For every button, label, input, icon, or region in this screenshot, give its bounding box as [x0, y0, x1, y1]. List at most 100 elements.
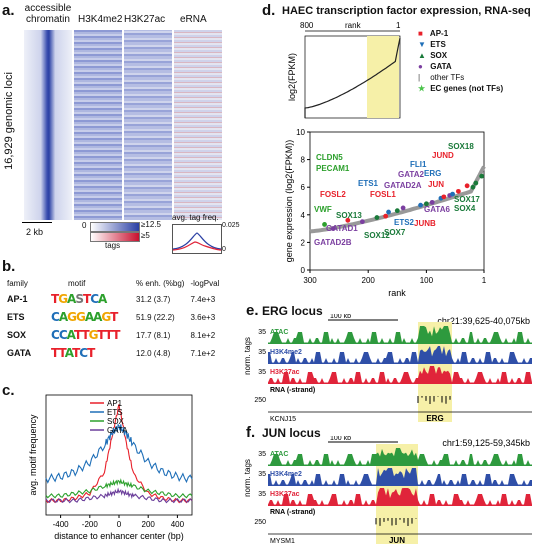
- heatmap-h3k27ac: [124, 30, 172, 220]
- gene-label: FOSL1: [370, 190, 396, 199]
- track-atac: [268, 326, 532, 344]
- motif-logo: TTATCT: [51, 346, 95, 360]
- gene-name: JUN: [389, 536, 405, 544]
- overview-left: 800: [300, 21, 314, 30]
- track-h3k27ac: [268, 366, 532, 384]
- legend-label: SOX: [428, 51, 448, 60]
- motif-enrichment: 12.0 (4.8): [136, 348, 171, 358]
- gene-label: FLI1: [410, 160, 427, 169]
- gene-label: GATAD2B: [314, 238, 352, 247]
- motif-row: GATA TTATCT 12.0 (4.8) 7.1e+2: [4, 344, 222, 362]
- legend-label: ETS: [428, 40, 446, 49]
- header-motif: motif: [68, 278, 86, 288]
- other-tfs-curve: [309, 165, 486, 234]
- point-vwf: [322, 222, 327, 227]
- expression-legend: ■ AP-1 ▼ ETS ▲ SOX ● GATA | other TFs ★ EC ge…: [418, 28, 536, 94]
- avg-tag-box: [172, 224, 222, 254]
- y-axis-label: avg. motif frequency: [28, 414, 38, 496]
- gene-label: GATAD2A: [384, 181, 422, 190]
- triangle-down-icon: ▼: [418, 40, 426, 49]
- y-tick-label: 2: [301, 238, 306, 247]
- legend-item: ▲ SOX: [418, 50, 536, 61]
- panel-a-label: a.: [2, 2, 15, 19]
- track-max: 35: [258, 349, 266, 356]
- legend-item: ● GATA: [418, 61, 536, 72]
- rna-max: 250: [254, 397, 266, 404]
- locus-scale-label: 100 kb: [330, 314, 351, 320]
- square-icon: ■: [418, 29, 423, 38]
- gene-label: CLDN5: [316, 153, 343, 162]
- track-label: ATAC: [270, 329, 288, 336]
- track-max: 35: [258, 471, 266, 478]
- gene-label: SOX4: [454, 204, 476, 213]
- triangle-up-icon: ▲: [418, 51, 426, 60]
- expression-overview-chart: 800 rank 1 log2(FPKM): [287, 21, 401, 119]
- motif-enrichment: 51.9 (22.2): [136, 312, 175, 322]
- col-h3k4me2: H3K4me2: [78, 14, 123, 25]
- avg-tag-min: 0: [222, 246, 226, 253]
- panel-f-label: f.: [246, 424, 256, 441]
- jun-locus-browser: chr1:59,125-59,345kb 100 kb norm. tags 35 AT…: [243, 436, 532, 544]
- track-atac: [268, 448, 532, 466]
- motif-family: AP-1: [7, 294, 28, 304]
- locus-scale-label: 100 kb: [330, 436, 351, 442]
- x-tick-label: -400: [53, 520, 70, 529]
- motif-pval: 3.6e+3: [190, 312, 216, 322]
- gene-label: ETS1: [358, 179, 379, 188]
- bar-icon: |: [418, 73, 421, 82]
- motif-logo: CCATTGTTT: [51, 328, 120, 342]
- point-sox18: [479, 173, 485, 179]
- gene-label: GATA2: [398, 170, 424, 179]
- x-tick-label: 0: [117, 520, 122, 529]
- point-sox7: [423, 201, 429, 207]
- x-tick-label: 200: [362, 276, 376, 285]
- panel-e-label: e.: [246, 302, 259, 319]
- panel-d-title: HAEC transcription factor expression, RN…: [282, 5, 531, 17]
- motif-table: family motif % enh. (%bg) -logPval AP-1 T…: [4, 276, 222, 362]
- color-legend-blue: [90, 222, 140, 232]
- point-jund: [464, 183, 470, 189]
- y-tick-label: 8: [301, 156, 306, 165]
- panel-b-label: b.: [2, 258, 16, 275]
- gene-label: SOX13: [336, 211, 362, 220]
- legend-entry: AP1: [107, 399, 123, 408]
- x-tick-label: 400: [171, 520, 185, 529]
- erg-locus-browser: chr21:39,625-40,075kb 100 kb norm. tags 35 A…: [243, 314, 532, 422]
- motif-family: SOX: [7, 330, 27, 340]
- motif-enrichment: 31.2 (3.7): [136, 294, 171, 304]
- motif-logo: CAGGAAGT: [51, 310, 118, 324]
- point-sox13: [374, 215, 380, 220]
- avg-tag-label: avg. tag freq.: [172, 213, 219, 222]
- point-junb: [441, 194, 447, 200]
- legend-label: GATA: [428, 62, 452, 71]
- track-label: ATAC: [270, 451, 288, 458]
- point-jun: [455, 188, 461, 194]
- heatmap-erna: [174, 30, 222, 220]
- point-ets1: [386, 209, 391, 215]
- rna-label: RNA (-strand): [270, 387, 315, 394]
- x-tick-label: 100: [420, 276, 434, 285]
- heatmap-h3k4me2: [74, 30, 122, 220]
- point-gatad2a: [400, 205, 406, 211]
- panel-c-label: c.: [2, 382, 15, 399]
- gene-label: SOX18: [448, 142, 474, 151]
- header-enh: % enh. (%bg): [136, 278, 185, 288]
- motif-row: SOX CCATTGTTT 17.7 (8.1) 8.1e+2: [4, 326, 222, 344]
- motif-enrichment: 17.7 (8.1): [136, 330, 171, 340]
- x-tick-label: 300: [303, 276, 317, 285]
- overview-curve: [304, 37, 401, 118]
- x-tick-label: 1: [482, 276, 487, 285]
- gene-label: JUND: [432, 151, 454, 160]
- motif-pval: 8.1e+2: [190, 330, 216, 340]
- track-h3k4me2: [268, 346, 532, 364]
- gene-name: MYSM1: [270, 538, 295, 544]
- y-tick-label: 0: [301, 266, 306, 275]
- legend-item: ★ EC genes (not TFs): [418, 83, 536, 94]
- color-legend-red: [90, 232, 140, 242]
- legend-item: ▼ ETS: [418, 39, 536, 50]
- locus-ylabel: norm. tags: [243, 459, 252, 497]
- star-icon: ★: [418, 84, 426, 93]
- track-max: 35: [258, 451, 266, 458]
- point-sox17: [473, 180, 479, 186]
- series-line-sox: [45, 478, 193, 499]
